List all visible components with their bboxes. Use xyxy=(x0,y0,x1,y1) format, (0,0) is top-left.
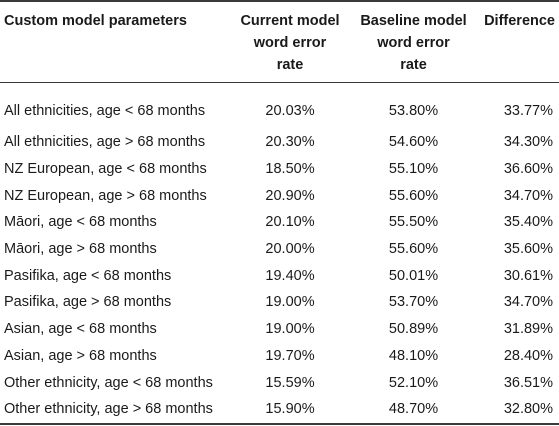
cell-difference: 34.70% xyxy=(503,294,553,311)
cell-difference: 31.89% xyxy=(503,321,553,338)
cell-difference: 36.60% xyxy=(503,161,553,178)
table-row: Other ethnicity, age < 68 months 15.59% … xyxy=(0,369,559,396)
table-row: All ethnicities, age > 68 months 20.30% … xyxy=(0,129,559,156)
header-baseline-line-1: Baseline model xyxy=(360,13,467,29)
cell-current: 19.70% xyxy=(265,347,315,364)
cell-param: Pasifika, age > 68 months xyxy=(4,294,172,311)
cell-param: Māori, age < 68 months xyxy=(4,214,157,231)
table-row: Asian, age < 68 months 19.00% 50.89% 31.… xyxy=(0,316,559,343)
cell-current: 15.90% xyxy=(265,401,315,418)
cell-baseline: 50.89% xyxy=(388,321,439,338)
cell-difference: 33.77% xyxy=(503,103,553,119)
table-row: Māori, age < 68 months 20.10% 55.50% 35.… xyxy=(0,209,559,236)
cell-current: 19.00% xyxy=(265,294,315,311)
cell-baseline: 55.50% xyxy=(388,214,439,231)
header-baseline-model-wer: Baseline model word error rate xyxy=(350,1,477,83)
cell-current: 20.30% xyxy=(265,134,315,151)
header-custom-model-parameters: Custom model parameters xyxy=(4,13,187,29)
cell-current: 18.50% xyxy=(265,161,315,178)
cell-difference: 34.70% xyxy=(503,187,553,204)
table-row: Māori, age > 68 months 20.00% 55.60% 35.… xyxy=(0,236,559,263)
cell-baseline: 55.10% xyxy=(388,161,439,178)
cell-baseline: 53.70% xyxy=(388,294,439,311)
table-row: All ethnicities, age < 68 months 20.03% … xyxy=(0,83,559,130)
cell-current: 20.10% xyxy=(265,214,315,231)
table-row: Asian, age > 68 months 19.70% 48.10% 28.… xyxy=(0,343,559,370)
header-difference: Difference xyxy=(484,13,555,29)
header-current-line-2: word error xyxy=(253,35,327,51)
cell-difference: 35.40% xyxy=(503,214,553,231)
cell-param: NZ European, age < 68 months xyxy=(4,161,207,178)
cell-param: Other ethnicity, age > 68 months xyxy=(4,401,213,418)
cell-current: 19.00% xyxy=(265,321,315,338)
cell-param: All ethnicities, age > 68 months xyxy=(4,134,206,151)
cell-current: 20.03% xyxy=(265,103,315,119)
table-row: Other ethnicity, age > 68 months 15.90% … xyxy=(0,396,559,424)
table-row: Pasifika, age < 68 months 19.40% 50.01% … xyxy=(0,262,559,289)
cell-param: NZ European, age > 68 months xyxy=(4,187,207,204)
cell-baseline: 53.80% xyxy=(388,103,439,119)
header-current-model-wer: Current model word error rate xyxy=(230,1,350,83)
cell-difference: 28.40% xyxy=(503,347,553,364)
cell-baseline: 55.60% xyxy=(388,241,439,258)
cell-current: 20.00% xyxy=(265,241,315,258)
cell-param: Pasifika, age < 68 months xyxy=(4,267,172,284)
cell-difference: 30.61% xyxy=(503,267,553,284)
cell-baseline: 48.10% xyxy=(388,347,439,364)
cell-param: Asian, age > 68 months xyxy=(4,347,157,364)
cell-param: Asian, age < 68 months xyxy=(4,321,157,338)
cell-difference: 36.51% xyxy=(503,374,553,391)
cell-difference: 34.30% xyxy=(503,134,553,151)
cell-baseline: 54.60% xyxy=(388,134,439,151)
table-row: NZ European, age < 68 months 18.50% 55.1… xyxy=(0,156,559,183)
cell-current: 20.90% xyxy=(265,187,315,204)
cell-baseline: 55.60% xyxy=(388,187,439,204)
table-header: Custom model parameters Current model wo… xyxy=(0,1,559,83)
cell-baseline: 52.10% xyxy=(388,374,439,391)
cell-baseline: 50.01% xyxy=(388,267,439,284)
header-baseline-line-2: word error xyxy=(377,35,450,51)
cell-difference: 32.80% xyxy=(503,401,553,418)
cell-param: Māori, age > 68 months xyxy=(4,241,157,258)
header-current-line-3: rate xyxy=(276,57,304,73)
cell-difference: 35.60% xyxy=(503,241,553,258)
cell-param: Other ethnicity, age < 68 months xyxy=(4,374,213,391)
header-row: Custom model parameters Current model wo… xyxy=(0,1,559,83)
table-body: All ethnicities, age < 68 months 20.03% … xyxy=(0,83,559,424)
cell-current: 19.40% xyxy=(265,267,315,284)
header-current-line-1: Current model xyxy=(240,13,340,29)
cell-baseline: 48.70% xyxy=(388,401,439,418)
table-row: NZ European, age > 68 months 20.90% 55.6… xyxy=(0,182,559,209)
header-baseline-line-3: rate xyxy=(400,57,427,73)
cell-current: 15.59% xyxy=(265,374,315,391)
cell-param: All ethnicities, age < 68 months xyxy=(4,103,206,119)
table-row: Pasifika, age > 68 months 19.00% 53.70% … xyxy=(0,289,559,316)
